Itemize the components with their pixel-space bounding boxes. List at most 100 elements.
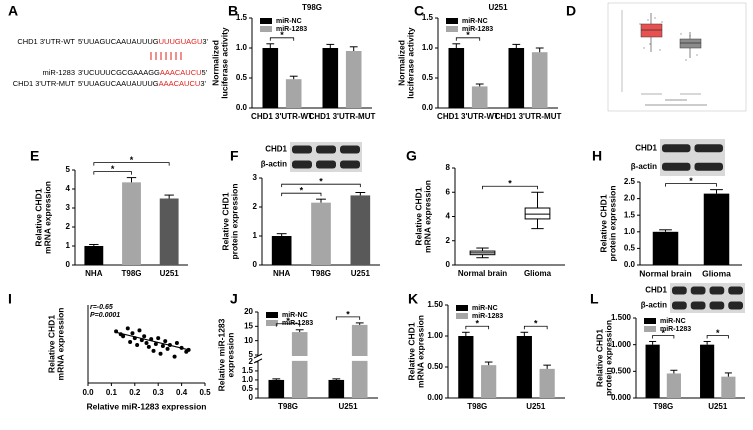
significance-bracket — [275, 323, 301, 327]
binding-site: UUUGUAGU — [159, 37, 203, 46]
bar — [322, 48, 339, 108]
point — [160, 343, 165, 348]
y-tick-label: 2 — [66, 222, 71, 231]
annotation: r=-0.65 — [90, 304, 113, 311]
chart-title: T98G — [302, 3, 322, 12]
bar — [508, 48, 525, 108]
legend-label: miR-1283 — [660, 326, 691, 333]
legend-label: miR-NC — [282, 312, 308, 319]
y-axis-label: Relative miR-1283 — [216, 318, 226, 391]
point — [144, 341, 149, 346]
panel-letter: D — [566, 3, 576, 19]
blot-label: β-actin — [641, 301, 667, 310]
x-tick-label: NHA — [85, 269, 103, 278]
y-tick-label: 0 — [253, 260, 258, 269]
bar — [262, 48, 279, 108]
significance-bracket — [281, 192, 322, 197]
y-tick-label: 2.5 — [624, 177, 636, 186]
y-axis-label: Relative CHD1 — [598, 194, 608, 252]
legend-swatch — [644, 326, 656, 332]
significance-bracket — [665, 183, 717, 187]
y-tick-label: 2 — [249, 357, 254, 366]
sequence-part: 3'UCUUUCGCGAAAGG — [78, 68, 160, 77]
blot-band — [672, 301, 687, 310]
binding-site: AAACAUCU — [159, 79, 201, 88]
bar — [721, 376, 736, 398]
significance-label: * — [534, 319, 538, 329]
y-tick-label: 6 — [446, 187, 451, 196]
pairing-bars — [150, 52, 182, 60]
significance-label: * — [111, 164, 115, 174]
legend-swatch — [260, 26, 272, 32]
significance-label: * — [319, 177, 323, 187]
y-axis-label: luciferase activity — [219, 27, 229, 99]
expression-image — [607, 2, 747, 112]
blot-label: CHD1 — [645, 286, 667, 295]
panel-letter: F — [230, 148, 239, 164]
y-tick-label: 0.500 — [611, 366, 632, 375]
significance-label: * — [689, 176, 693, 186]
y-tick-label: 3 — [253, 173, 258, 182]
y-tick-label: 5 — [249, 350, 254, 359]
y-tick-label: 1.5 — [624, 210, 636, 219]
x-tick-label: T98G — [278, 402, 298, 411]
x-tick-label: U251 — [351, 269, 371, 278]
point — [172, 354, 177, 359]
blot-band — [694, 144, 723, 153]
y-axis-label: Relative CHD1 — [33, 188, 43, 246]
x-tick-label: Normal brain — [458, 269, 507, 278]
significance-bracket — [93, 162, 170, 166]
sequence: 5'UUAGUCAAUAUUUGAAACAUCU3' — [78, 79, 206, 88]
chart-title: U251 — [488, 3, 508, 12]
bar — [700, 344, 715, 398]
significance-bracket — [281, 183, 361, 188]
y-axis-label: Relative CHD1 — [413, 187, 423, 245]
panel-letter: E — [30, 148, 39, 164]
significance-bracket — [465, 325, 490, 330]
y-tick-label: 1.5 — [422, 13, 434, 22]
y-tick-label: 20 — [244, 307, 253, 316]
y-tick-label: 1 — [253, 231, 258, 240]
point — [121, 334, 126, 339]
y-tick-label: 0.00 — [427, 393, 443, 402]
y-axis-label: mRNA expression — [42, 181, 52, 254]
point — [153, 342, 158, 346]
legend-label: miR-1283 — [276, 26, 307, 33]
x-tick-label: T98G — [121, 269, 141, 278]
sequence-end: 5' — [202, 68, 208, 77]
y-tick-label: 0.5 — [242, 384, 254, 393]
blot-band — [709, 286, 725, 295]
significance-label: * — [466, 30, 470, 40]
panel-letter: J — [230, 291, 238, 307]
significance-bracket — [523, 325, 548, 330]
blot-band — [672, 286, 687, 295]
sequence-end: 3' — [202, 37, 208, 46]
x-tick-label: T98G — [311, 269, 331, 278]
legend-swatch — [266, 320, 278, 326]
sequence: 5'UUAGUCAAUAUUUGUUUGUAGU3' — [78, 37, 209, 46]
x-tick-label: CHD1 3'UTR-WT — [251, 112, 313, 121]
y-axis-label: Relative CHD1 — [220, 192, 230, 250]
y-tick-label: 2 — [446, 236, 451, 245]
x-tick-label: 0.2 — [129, 388, 141, 397]
point — [151, 348, 156, 353]
y-tick-label: 0 — [66, 260, 71, 269]
x-tick-label: 0.4 — [176, 388, 188, 397]
blot-band — [690, 301, 706, 310]
bar — [291, 332, 308, 398]
bar — [539, 368, 555, 398]
fit-line — [115, 331, 189, 351]
point — [130, 331, 135, 336]
y-tick-label: 0 — [446, 260, 451, 269]
legend-label: miR-1283 — [282, 320, 313, 327]
y-tick-label: 8 — [446, 163, 451, 172]
y-tick-label: 0 — [249, 393, 254, 402]
x-tick-label: T98G — [467, 402, 487, 411]
significance-bracket — [269, 37, 295, 41]
bar — [311, 202, 331, 265]
y-tick-label: 1.00 — [427, 331, 443, 340]
bar — [448, 48, 465, 108]
significance-label: * — [475, 319, 479, 329]
blot-band — [662, 144, 691, 153]
